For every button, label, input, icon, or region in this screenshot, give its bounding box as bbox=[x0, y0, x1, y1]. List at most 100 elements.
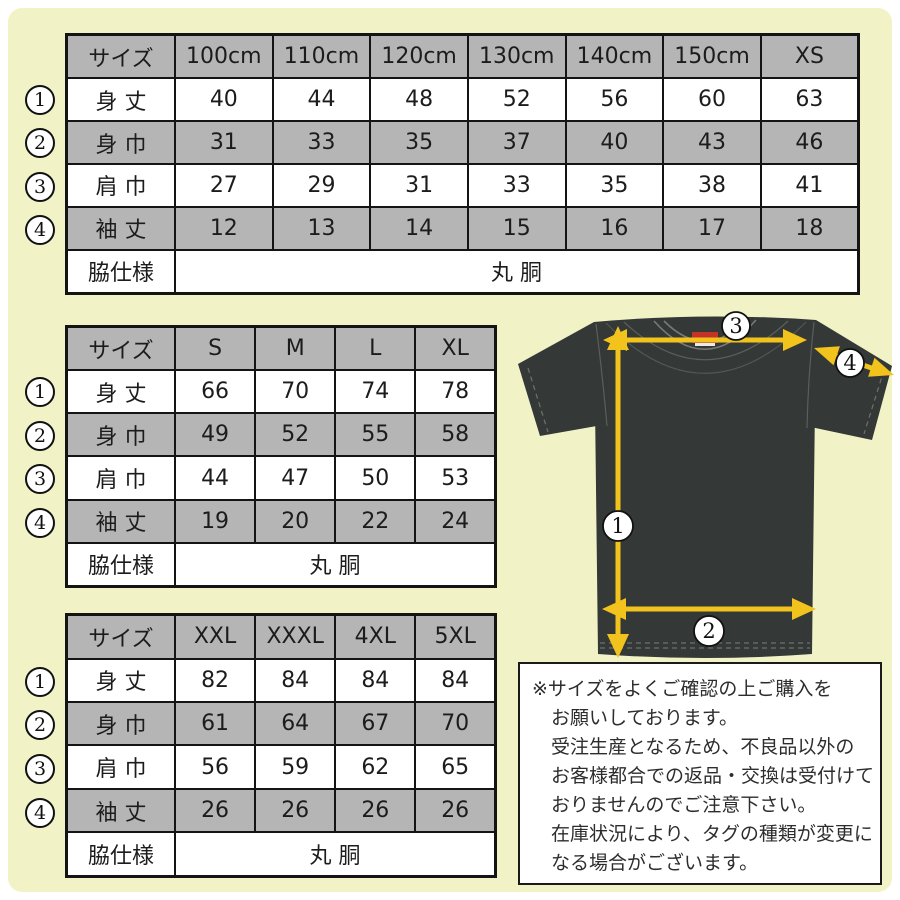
value-cell: 41 bbox=[759, 162, 860, 208]
footer-label: 脇仕様 bbox=[65, 541, 176, 588]
row-label: 身 丈 bbox=[65, 369, 176, 415]
value-cell: 18 bbox=[759, 205, 860, 251]
size-column-header: 140cm bbox=[564, 33, 665, 80]
size-column-header: XS bbox=[759, 33, 860, 80]
note-line: 受注生産となるため、不良品以外の bbox=[551, 736, 855, 758]
size-column-header: S bbox=[173, 325, 257, 372]
sleeve-seam-right bbox=[806, 321, 815, 429]
value-cell: 15 bbox=[466, 205, 567, 251]
size-column-header: XXXL bbox=[254, 613, 337, 660]
value-cell: 14 bbox=[369, 205, 469, 251]
cuff-stitch-right bbox=[863, 369, 885, 435]
size-column-header: XL bbox=[414, 325, 497, 372]
arrowhead-upleft bbox=[814, 346, 840, 366]
row-label: 身 巾 bbox=[65, 701, 176, 747]
value-cell: 74 bbox=[334, 369, 417, 415]
marker-2: 2 bbox=[702, 619, 715, 643]
value-cell: 61 bbox=[173, 701, 257, 747]
value-cell: 26 bbox=[334, 787, 417, 834]
arrowhead-downright bbox=[868, 357, 894, 377]
value-cell: 29 bbox=[271, 162, 372, 208]
row-marker-4: 4 bbox=[25, 215, 55, 245]
marker-circle-4 bbox=[835, 348, 865, 378]
value-cell: 37 bbox=[466, 120, 567, 165]
value-cell: 66 bbox=[173, 369, 257, 415]
value-cell: 35 bbox=[369, 120, 469, 165]
footer-value-cell: 丸 胴 bbox=[174, 831, 497, 878]
size-column-header: 150cm bbox=[662, 33, 762, 80]
footer-value-cell: 丸 胴 bbox=[174, 248, 860, 295]
note-line: お客様都合での返品・交換は受付けて bbox=[551, 765, 875, 787]
value-cell: 84 bbox=[334, 657, 417, 704]
row-label: 身 巾 bbox=[65, 412, 176, 458]
value-cell: 33 bbox=[271, 120, 372, 165]
row-label: 身 巾 bbox=[65, 120, 176, 165]
value-cell: 43 bbox=[662, 120, 762, 165]
value-cell: 12 bbox=[174, 205, 274, 251]
value-cell: 44 bbox=[271, 77, 372, 123]
value-cell: 53 bbox=[414, 455, 497, 501]
row-marker-1: 1 bbox=[25, 667, 55, 697]
value-cell: 40 bbox=[174, 77, 274, 123]
sleeve-left bbox=[518, 322, 608, 436]
brand-tag-stripe bbox=[695, 343, 715, 346]
row-label: 身 丈 bbox=[65, 657, 176, 704]
row-label: 肩 巾 bbox=[65, 162, 176, 208]
size-column-header: 4XL bbox=[334, 613, 417, 660]
footer-label: 脇仕様 bbox=[65, 831, 176, 878]
size-column-header: 120cm bbox=[369, 33, 469, 80]
value-cell: 67 bbox=[334, 701, 417, 747]
size-header-cell: サイズ bbox=[65, 613, 176, 660]
size-table-plus: サイズ XXL XXXL 4XL 5XL 身 丈 82 84 84 84 身 巾 61 64 67 70 肩 … bbox=[65, 613, 497, 878]
size-header-cell: サイズ bbox=[65, 33, 176, 80]
value-cell: 26 bbox=[254, 787, 337, 834]
value-cell: 84 bbox=[254, 657, 337, 704]
value-cell: 46 bbox=[759, 120, 860, 165]
value-cell: 33 bbox=[466, 162, 567, 208]
size-column-header: 130cm bbox=[466, 33, 567, 80]
value-cell: 20 bbox=[254, 498, 337, 544]
value-cell: 13 bbox=[271, 205, 372, 251]
value-cell: 56 bbox=[173, 744, 257, 790]
marker-1: 1 bbox=[611, 514, 624, 538]
marker-3: 3 bbox=[729, 314, 742, 338]
purchase-note: ※サイズをよくご確認の上ご購入を お願いしております。 受注生産となるため、不良… bbox=[518, 662, 882, 885]
note-line: おりませんのでご注意下さい。 bbox=[551, 794, 817, 816]
value-cell: 35 bbox=[564, 162, 665, 208]
size-table-kids: サイズ 100cm 110cm 120cm 130cm 140cm 150cm XS 身 丈 40… bbox=[65, 33, 860, 295]
value-cell: 82 bbox=[173, 657, 257, 704]
plus-size-table: サイズ XXL XXXL 4XL 5XL 身 丈 82 84 84 84 身 巾 61 64 67 70 肩 … bbox=[65, 613, 497, 878]
row-label: 袖 丈 bbox=[65, 787, 176, 834]
sleeve-seam-left bbox=[595, 323, 608, 427]
value-cell: 40 bbox=[564, 120, 665, 165]
size-column-header: 100cm bbox=[174, 33, 274, 80]
row-marker-1: 1 bbox=[25, 85, 55, 115]
row-marker-1: 1 bbox=[25, 377, 55, 407]
row-label: 袖 丈 bbox=[65, 498, 176, 544]
row-marker-2: 2 bbox=[25, 128, 55, 158]
row-label: 肩 巾 bbox=[65, 744, 176, 790]
shoulder-seam-arc-outer bbox=[605, 321, 807, 374]
value-cell: 52 bbox=[466, 77, 567, 123]
marker-circle-3 bbox=[721, 311, 751, 341]
shirt-body bbox=[594, 316, 816, 658]
arrowhead-right bbox=[783, 329, 807, 351]
value-cell: 38 bbox=[662, 162, 762, 208]
size-column-header: XXL bbox=[173, 613, 257, 660]
row-marker-3: 3 bbox=[25, 464, 55, 494]
size-column-header: 5XL bbox=[414, 613, 497, 660]
sleeve-right bbox=[806, 320, 892, 440]
footer-label: 脇仕様 bbox=[65, 248, 176, 295]
value-cell: 44 bbox=[173, 455, 257, 501]
value-cell: 47 bbox=[254, 455, 337, 501]
row-label: 肩 巾 bbox=[65, 455, 176, 501]
note-line: ※サイズをよくご確認の上ご購入を bbox=[532, 678, 833, 700]
value-cell: 70 bbox=[414, 701, 497, 747]
size-table-adult: サイズ S M L XL 身 丈 66 70 74 78 身 巾 49 52 55 58 肩 巾 44 47 50 5… bbox=[65, 325, 497, 588]
marker-circle-2 bbox=[693, 615, 725, 647]
row-label: 袖 丈 bbox=[65, 205, 176, 251]
value-cell: 58 bbox=[414, 412, 497, 458]
row-marker-2: 2 bbox=[25, 421, 55, 451]
cuff-stitch-left bbox=[527, 367, 549, 433]
value-cell: 26 bbox=[414, 787, 497, 834]
